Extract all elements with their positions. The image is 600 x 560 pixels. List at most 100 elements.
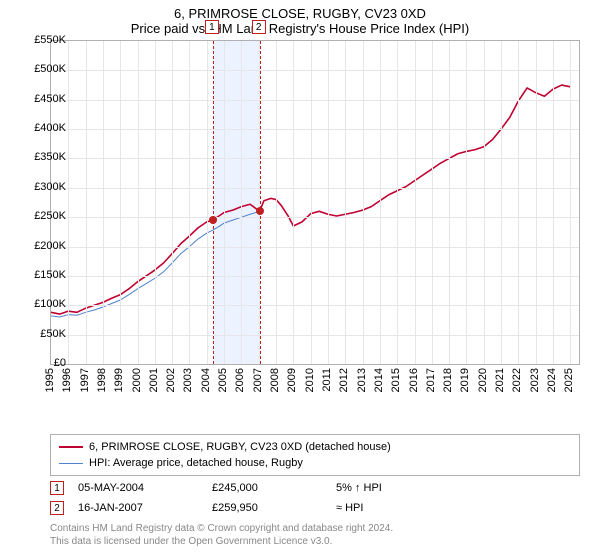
x-tick-label: 2012 [338,368,350,392]
sale-vline [260,41,261,364]
gridline-h [51,158,579,159]
y-tick-label: £350K [6,151,66,163]
gridline-v [68,41,69,364]
gridline-v [103,41,104,364]
legend-label: 6, PRIMROSE CLOSE, RUGBY, CV23 0XD (deta… [89,441,391,453]
x-tick-label: 1996 [61,368,73,392]
y-tick-label: £500K [6,63,66,75]
x-tick-label: 2014 [373,368,385,392]
legend: 6, PRIMROSE CLOSE, RUGBY, CV23 0XD (deta… [50,434,580,476]
sale-marker-icon: 1 [205,20,219,34]
x-tick-label: 2024 [546,368,558,392]
x-tick-label: 1998 [96,368,108,392]
x-tick-label: 2010 [304,368,316,392]
y-tick-label: £150K [6,269,66,281]
gridline-h [51,129,579,130]
sale-date: 16-JAN-2007 [78,502,198,514]
gridline-v [207,41,208,364]
sale-vline [213,41,214,364]
x-tick-label: 1999 [113,368,125,392]
x-tick-label: 1995 [44,368,56,392]
x-tick-label: 2009 [286,368,298,392]
legend-item: 6, PRIMROSE CLOSE, RUGBY, CV23 0XD (deta… [59,439,571,455]
x-tick-label: 2004 [200,368,212,392]
gridline-h [51,70,579,71]
gridline-h [51,247,579,248]
gridline-v [432,41,433,364]
chart-container: 6, PRIMROSE CLOSE, RUGBY, CV23 0XD Price… [0,0,600,560]
y-tick-label: £100K [6,298,66,310]
gridline-v [449,41,450,364]
gridline-v [241,41,242,364]
x-tick-label: 1997 [79,368,91,392]
x-tick-label: 2008 [269,368,281,392]
gridline-v [380,41,381,364]
gridline-h [51,335,579,336]
y-tick-label: £0 [6,357,66,369]
sale-marker-icon: 2 [50,501,64,515]
y-tick-label: £550K [6,34,66,46]
x-tick-label: 2021 [494,368,506,392]
chart-subtitle: Price paid vs. HM Land Registry's House … [0,21,600,40]
sale-date: 05-MAY-2004 [78,482,198,494]
sale-marker-icon: 2 [252,20,266,34]
gridline-h [51,276,579,277]
chart-title: 6, PRIMROSE CLOSE, RUGBY, CV23 0XD [0,0,600,21]
x-tick-label: 2015 [390,368,402,392]
gridline-h [51,100,579,101]
gridline-h [51,305,579,306]
gridline-v [553,41,554,364]
gridline-v [415,41,416,364]
sales-table: 1 05-MAY-2004 £245,000 5% ↑ HPI 2 16-JAN… [50,478,580,518]
x-tick-label: 2013 [356,368,368,392]
gridline-h [51,217,579,218]
footer-attribution: Contains HM Land Registry data © Crown c… [50,522,580,548]
y-tick-label: £400K [6,122,66,134]
sale-price: £259,950 [212,502,322,514]
gridline-h [51,188,579,189]
x-tick-label: 2011 [321,368,333,392]
gridline-v [536,41,537,364]
gridline-v [86,41,87,364]
x-tick-label: 2017 [425,368,437,392]
gridline-v [311,41,312,364]
sale-dot [256,207,264,215]
gridline-v [345,41,346,364]
y-tick-label: £50K [6,328,66,340]
plot-area [50,40,580,365]
sale-hpi-rel: ≈ HPI [336,502,426,514]
gridline-v [276,41,277,364]
y-tick-label: £450K [6,93,66,105]
y-tick-label: £300K [6,181,66,193]
gridline-v [570,41,571,364]
gridline-v [328,41,329,364]
sale-price: £245,000 [212,482,322,494]
x-tick-label: 2016 [408,368,420,392]
gridline-v [155,41,156,364]
legend-item: HPI: Average price, detached house, Rugb… [59,455,571,471]
x-tick-label: 2005 [217,368,229,392]
legend-swatch [59,463,83,464]
legend-label: HPI: Average price, detached house, Rugb… [89,457,303,469]
x-tick-label: 2025 [563,368,575,392]
gridline-v [466,41,467,364]
x-tick-label: 2007 [252,368,264,392]
table-row: 2 16-JAN-2007 £259,950 ≈ HPI [50,498,580,518]
x-tick-label: 2023 [529,368,541,392]
x-tick-label: 2002 [165,368,177,392]
gridline-v [501,41,502,364]
x-tick-label: 2020 [477,368,489,392]
series-lines [51,41,579,364]
x-tick-label: 2022 [511,368,523,392]
x-tick-label: 2001 [148,368,160,392]
y-tick-label: £250K [6,210,66,222]
y-tick-label: £200K [6,240,66,252]
x-tick-label: 2019 [459,368,471,392]
x-tick-label: 2006 [234,368,246,392]
gridline-v [172,41,173,364]
gridline-v [138,41,139,364]
gridline-v [397,41,398,364]
legend-swatch [59,446,83,448]
gridline-v [224,41,225,364]
sale-hpi-rel: 5% ↑ HPI [336,482,426,494]
